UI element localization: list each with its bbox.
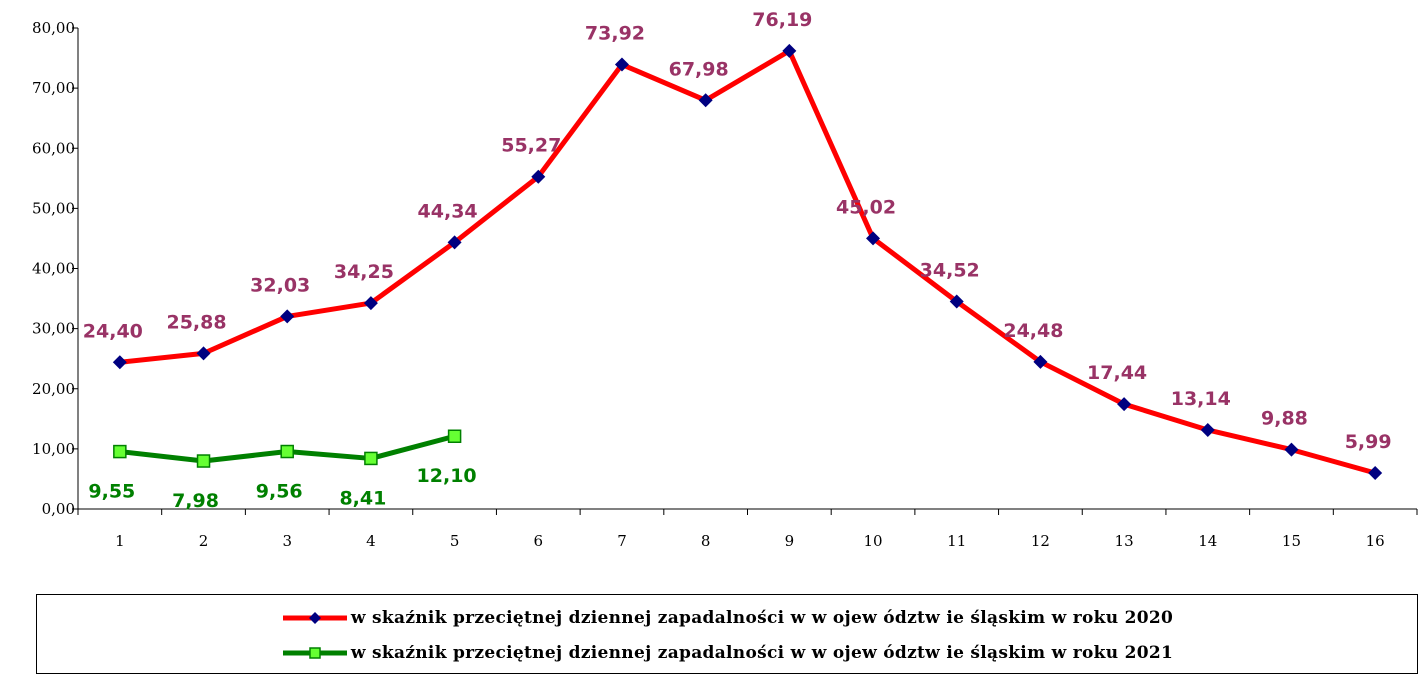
x-tick-label: 8 xyxy=(701,532,711,550)
x-tick-label: 7 xyxy=(617,532,627,550)
y-tick-label: 20,00 xyxy=(32,380,75,398)
data-label: 34,52 xyxy=(920,259,980,281)
data-label: 13,14 xyxy=(1171,388,1231,410)
data-label: 9,55 xyxy=(88,481,135,503)
data-point xyxy=(447,429,462,443)
data-label: 25,88 xyxy=(166,311,226,333)
x-tick-label: 1 xyxy=(115,532,125,550)
data-point xyxy=(866,231,881,246)
y-tick-label: 10,00 xyxy=(32,440,75,458)
x-tick-label: 5 xyxy=(450,532,460,550)
x-tick-label: 12 xyxy=(1031,532,1050,550)
legend-item-2020: w skaźnik przeciętnej dziennej zapadalno… xyxy=(37,605,1417,631)
data-point xyxy=(113,444,127,459)
data-point xyxy=(531,169,546,184)
data-label: 5,99 xyxy=(1345,431,1392,453)
data-label: 55,27 xyxy=(501,135,561,157)
x-tick-label: 13 xyxy=(1115,532,1134,550)
data-point xyxy=(698,93,713,108)
data-point xyxy=(949,294,964,309)
x-tick-label: 4 xyxy=(366,532,376,550)
legend-swatch-2020 xyxy=(282,612,347,624)
x-tick-label: 3 xyxy=(282,532,292,550)
y-tick-label: 50,00 xyxy=(32,199,75,217)
data-point xyxy=(1200,422,1215,437)
series-line xyxy=(119,48,1376,476)
data-point xyxy=(112,355,127,370)
data-label: 9,56 xyxy=(256,481,303,503)
x-tick-label: 16 xyxy=(1366,532,1385,550)
data-label: 9,88 xyxy=(1261,408,1308,430)
x-tick-label: 10 xyxy=(863,532,882,550)
line-chart: 0,00 10,00 20,00 30,00 40,00 50,00 60,00 70,00 8… xyxy=(32,9,1418,550)
data-label: 24,48 xyxy=(1003,320,1063,342)
data-label: 32,03 xyxy=(250,274,310,296)
x-tick-label: 9 xyxy=(785,532,795,550)
data-label: 73,92 xyxy=(585,23,645,45)
data-point xyxy=(447,235,462,250)
series-layer: 24,40 25,88 32,03 34,25 44,34 55,27 73,92 67,98… xyxy=(83,9,1392,512)
data-label: 45,02 xyxy=(836,196,896,218)
data-point xyxy=(280,309,295,324)
series-0: 24,40 25,88 32,03 34,25 44,34 55,27 73,92 67,98… xyxy=(83,9,1392,480)
y-axis: 0,00 10,00 20,00 30,00 40,00 50,00 60,00 70,00 8… xyxy=(32,19,79,518)
y-tick-label: 0,00 xyxy=(42,500,75,518)
legend-label-2020: w skaźnik przeciętnej dziennej zapadalno… xyxy=(350,608,1174,628)
data-point xyxy=(1368,465,1383,480)
data-point xyxy=(1033,354,1048,369)
x-tick-label: 6 xyxy=(534,532,544,550)
series-1: 9,55 7,98 9,56 8,41 12,10 xyxy=(88,429,477,512)
data-point xyxy=(782,43,797,58)
x-tick-label: 15 xyxy=(1282,532,1301,550)
y-tick-label: 30,00 xyxy=(32,320,75,338)
y-tick-label: 60,00 xyxy=(32,139,75,157)
data-point xyxy=(614,57,629,72)
x-axis: 1 2 3 4 5 6 7 8 9 10 11 12 13 14 15 16 xyxy=(77,508,1418,550)
y-tick-label: 80,00 xyxy=(32,19,75,37)
data-point xyxy=(196,454,211,468)
data-label: 7,98 xyxy=(172,490,219,512)
legend-label-2021: w skaźnik przeciętnej dziennej zapadalno… xyxy=(350,643,1174,663)
data-point xyxy=(1284,442,1299,457)
data-label: 8,41 xyxy=(339,487,386,509)
data-label: 17,44 xyxy=(1087,362,1147,384)
data-point xyxy=(280,444,294,459)
y-tick-label: 70,00 xyxy=(32,79,75,97)
data-point xyxy=(1117,397,1132,412)
x-tick-label: 11 xyxy=(947,532,966,550)
legend: w skaźnik przeciętnej dziennej zapadalno… xyxy=(36,594,1418,674)
data-label: 34,25 xyxy=(334,261,394,283)
data-point xyxy=(363,296,378,311)
data-label: 76,19 xyxy=(752,9,812,31)
data-label: 24,40 xyxy=(83,320,143,342)
y-tick-label: 40,00 xyxy=(32,260,75,278)
x-tick-label: 14 xyxy=(1198,532,1217,550)
data-point xyxy=(196,346,211,361)
data-point xyxy=(364,451,378,466)
data-label: 44,34 xyxy=(418,200,478,222)
data-label: 12,10 xyxy=(417,465,477,487)
x-tick-label: 2 xyxy=(199,532,209,550)
legend-item-2021: w skaźnik przeciętnej dziennej zapadalno… xyxy=(37,640,1417,666)
legend-swatch-2021 xyxy=(282,647,347,659)
data-label: 67,98 xyxy=(669,58,729,80)
